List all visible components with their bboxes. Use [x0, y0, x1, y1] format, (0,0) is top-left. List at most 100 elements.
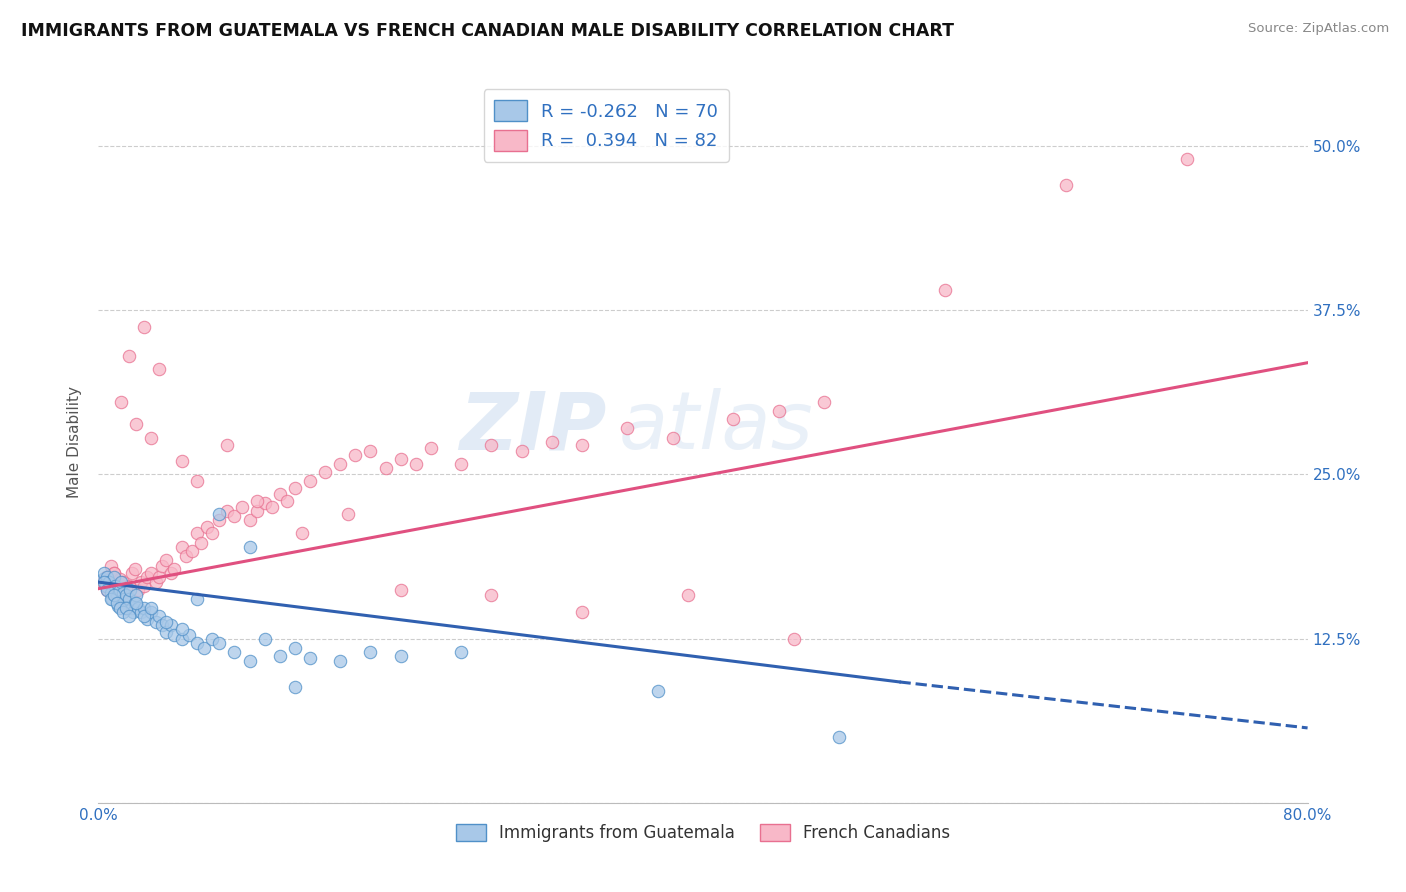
Point: [374, 460, 396, 475]
Point: [253, 496, 276, 510]
Point: [284, 481, 307, 495]
Point: [723, 412, 745, 426]
Point: [150, 559, 173, 574]
Point: [246, 493, 269, 508]
Point: [118, 579, 141, 593]
Point: [96, 575, 118, 590]
Point: [510, 443, 533, 458]
Point: [193, 640, 215, 655]
Point: [96, 570, 118, 584]
Point: [111, 575, 134, 590]
Point: [132, 579, 155, 593]
Point: [181, 543, 204, 558]
Point: [93, 575, 115, 590]
Point: [389, 582, 412, 597]
Point: [118, 349, 141, 363]
Point: [125, 417, 148, 432]
Point: [112, 592, 135, 607]
Point: [1175, 152, 1198, 166]
Point: [103, 588, 125, 602]
Point: [125, 596, 148, 610]
Point: [269, 487, 291, 501]
Point: [540, 434, 562, 449]
Point: [141, 601, 163, 615]
Point: [195, 520, 218, 534]
Point: [103, 570, 125, 584]
Point: [114, 588, 136, 602]
Point: [132, 601, 155, 615]
Point: [111, 585, 134, 599]
Point: [344, 448, 367, 462]
Point: [141, 566, 163, 580]
Point: [121, 601, 143, 615]
Point: [108, 573, 131, 587]
Point: [284, 640, 307, 655]
Point: [115, 601, 138, 615]
Point: [571, 438, 593, 452]
Text: Source: ZipAtlas.com: Source: ZipAtlas.com: [1249, 22, 1389, 36]
Point: [129, 575, 152, 590]
Point: [132, 320, 155, 334]
Point: [239, 540, 262, 554]
Point: [103, 566, 125, 580]
Y-axis label: Male Disability: Male Disability: [67, 385, 83, 498]
Point: [661, 431, 683, 445]
Point: [100, 592, 122, 607]
Point: [155, 625, 177, 640]
Point: [450, 645, 472, 659]
Point: [141, 431, 163, 445]
Point: [170, 632, 193, 646]
Point: [571, 605, 593, 619]
Point: [190, 535, 212, 549]
Point: [208, 635, 231, 649]
Point: [215, 504, 238, 518]
Point: [360, 443, 382, 458]
Text: IMMIGRANTS FROM GUATEMALA VS FRENCH CANADIAN MALE DISABILITY CORRELATION CHART: IMMIGRANTS FROM GUATEMALA VS FRENCH CANA…: [21, 22, 955, 40]
Point: [405, 457, 427, 471]
Point: [94, 579, 117, 593]
Point: [160, 618, 183, 632]
Point: [201, 526, 224, 541]
Point: [105, 588, 128, 602]
Point: [107, 599, 129, 613]
Point: [170, 454, 193, 468]
Point: [103, 566, 125, 580]
Point: [94, 570, 117, 584]
Point: [120, 582, 142, 597]
Point: [329, 654, 352, 668]
Point: [616, 421, 638, 435]
Point: [108, 582, 131, 597]
Point: [135, 612, 157, 626]
Point: [224, 509, 246, 524]
Point: [145, 575, 167, 590]
Point: [239, 513, 262, 527]
Point: [201, 632, 224, 646]
Point: [127, 601, 149, 615]
Point: [100, 559, 122, 574]
Point: [108, 601, 131, 615]
Text: ZIP: ZIP: [458, 388, 606, 467]
Point: [118, 609, 141, 624]
Point: [163, 627, 186, 641]
Point: [208, 507, 231, 521]
Point: [179, 627, 201, 641]
Point: [148, 570, 170, 584]
Point: [481, 588, 503, 602]
Point: [98, 575, 121, 590]
Point: [284, 680, 307, 694]
Point: [269, 648, 291, 663]
Point: [813, 395, 835, 409]
Point: [125, 588, 148, 602]
Point: [253, 632, 276, 646]
Point: [110, 395, 132, 409]
Point: [104, 579, 127, 593]
Point: [124, 562, 146, 576]
Point: [155, 553, 177, 567]
Point: [150, 618, 173, 632]
Point: [239, 654, 262, 668]
Point: [186, 635, 208, 649]
Point: [208, 513, 231, 527]
Point: [174, 549, 197, 563]
Point: [360, 645, 382, 659]
Point: [481, 438, 503, 452]
